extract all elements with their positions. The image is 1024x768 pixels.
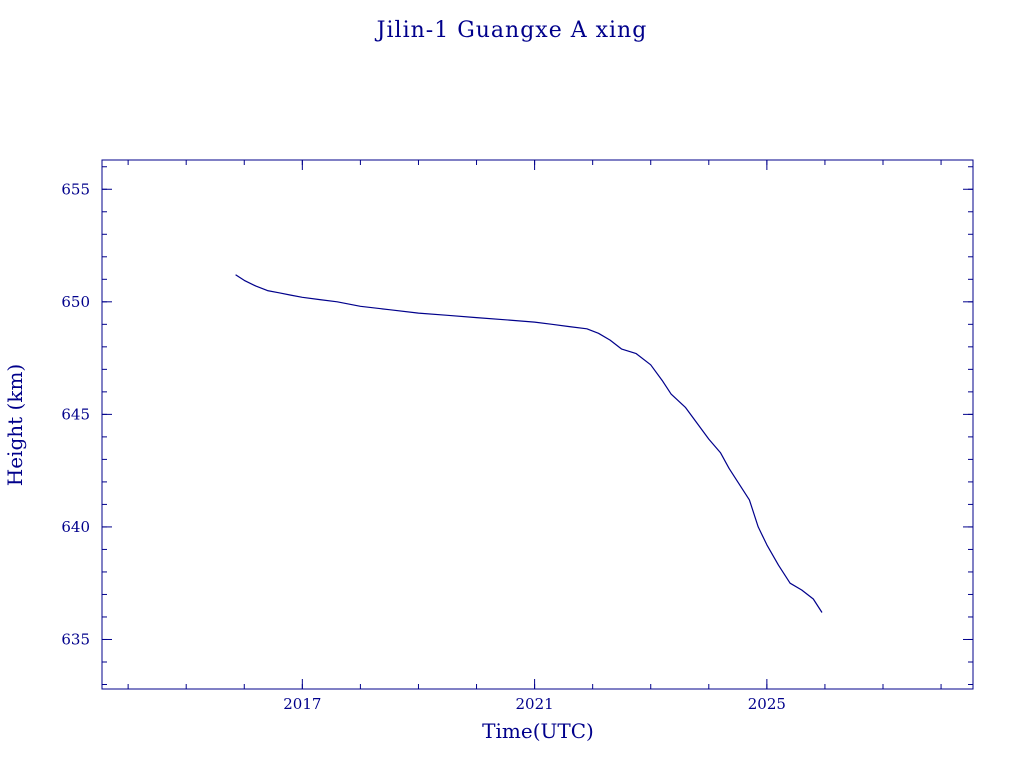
y-tick-label: 640 bbox=[61, 518, 90, 536]
x-axis-ticks bbox=[127, 160, 942, 689]
y-axis-label: Height (km) bbox=[3, 364, 27, 486]
y-tick-label: 635 bbox=[61, 630, 90, 648]
x-tick-label: 2025 bbox=[748, 695, 786, 713]
x-axis-label: Time(UTC) bbox=[482, 719, 594, 743]
y-tick-label: 645 bbox=[61, 405, 90, 423]
y-axis-ticks bbox=[102, 166, 973, 685]
plot-frame bbox=[101, 159, 974, 690]
y-axis-tick-labels: 635 640 645 650 655 bbox=[61, 180, 90, 648]
y-tick-label: 650 bbox=[61, 293, 90, 311]
chart-title: Jilin-1 Guangxe A xing bbox=[375, 18, 648, 43]
y-tick-label: 655 bbox=[61, 180, 90, 198]
x-tick-label: 2017 bbox=[283, 695, 321, 713]
x-axis-tick-labels: 2017 2021 2025 bbox=[283, 695, 786, 713]
height-series-line bbox=[235, 274, 823, 613]
x-tick-label: 2021 bbox=[516, 695, 554, 713]
